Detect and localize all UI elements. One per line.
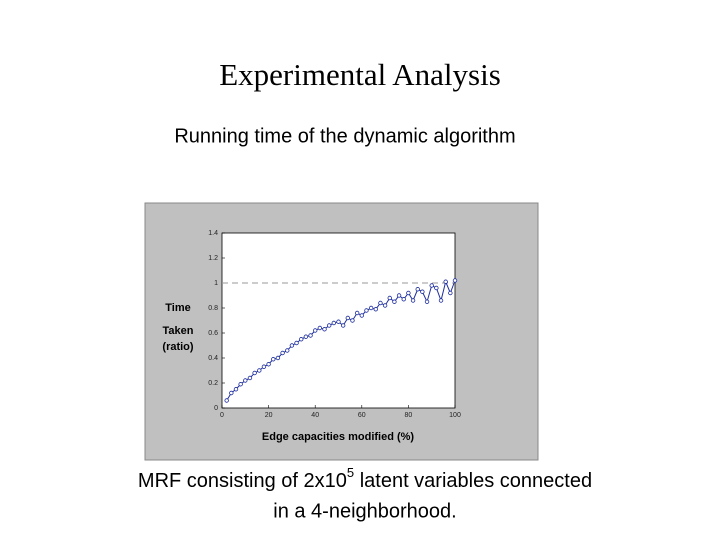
data-point	[271, 357, 276, 362]
data-point	[229, 390, 234, 396]
data-point	[266, 362, 271, 367]
y-label: (ratio)	[162, 341, 194, 353]
data-point	[438, 298, 444, 303]
data-point	[401, 297, 406, 302]
data-point	[322, 327, 327, 332]
caption-text: latent variables connected	[354, 470, 592, 492]
data-point	[233, 387, 239, 392]
data-point	[382, 303, 388, 308]
data-point	[364, 308, 369, 313]
data-point	[406, 290, 411, 296]
data-point	[420, 289, 425, 294]
y-tick-label: 0.6	[208, 330, 218, 337]
caption-sup: 5	[347, 465, 354, 480]
data-point	[303, 334, 309, 339]
data-point	[257, 368, 262, 373]
data-point	[368, 305, 374, 311]
x-label: Edge capacities modified (%)	[262, 431, 415, 443]
data-point	[261, 364, 267, 369]
y-tick-label: 0	[214, 405, 218, 412]
data-point	[299, 337, 304, 342]
data-point	[354, 310, 360, 316]
x-tick-label: 20	[265, 412, 273, 419]
data-point	[424, 299, 430, 304]
data-point	[331, 320, 337, 326]
data-point	[373, 307, 378, 312]
data-point	[378, 300, 383, 306]
caption: MRF consisting of 2x105 latent variables…	[138, 465, 592, 492]
data-point	[313, 328, 318, 333]
data-point	[387, 295, 392, 301]
data-point	[415, 287, 420, 292]
y-tick-label: 1.2	[208, 255, 218, 262]
data-point	[289, 343, 295, 348]
data-point	[340, 323, 346, 328]
caption: in a 4-neighborhood.	[273, 500, 456, 522]
data-point	[434, 285, 439, 291]
y-tick-label: 0.8	[208, 305, 218, 312]
data-point	[238, 382, 243, 387]
subtitle: Running time of the dynamic algorithm	[174, 125, 515, 147]
caption-text: MRF consisting of 2x10	[138, 470, 347, 492]
x-tick-label: 80	[405, 412, 413, 419]
data-point	[285, 348, 290, 353]
data-point	[243, 378, 248, 383]
y-label: Time	[165, 302, 190, 314]
data-point	[396, 293, 402, 298]
data-point	[252, 370, 257, 376]
slide-title: Experimental Analysis	[219, 57, 501, 92]
x-tick-label: 100	[449, 412, 461, 419]
y-tick-label: 1.4	[208, 230, 218, 237]
data-point	[359, 313, 364, 318]
y-label: Taken	[163, 325, 194, 337]
data-point	[448, 290, 453, 296]
data-point	[392, 299, 397, 304]
y-tick-label: 0.4	[208, 355, 218, 362]
data-point	[345, 315, 351, 321]
data-point	[280, 350, 285, 356]
y-tick-label: 0.2	[208, 380, 218, 387]
x-tick-label: 60	[358, 412, 366, 419]
data-point	[326, 323, 332, 328]
data-point	[317, 325, 323, 331]
data-point	[410, 298, 416, 303]
data-point	[350, 318, 355, 323]
data-point	[224, 398, 229, 403]
x-tick-label: 40	[311, 412, 319, 419]
data-point	[336, 319, 341, 324]
data-point	[275, 355, 281, 361]
data-point	[443, 279, 448, 284]
x-tick-label: 0	[220, 412, 224, 419]
data-point	[452, 278, 458, 283]
data-point	[429, 283, 434, 288]
data-point	[247, 375, 253, 381]
data-point	[294, 340, 299, 346]
y-tick-label: 1	[214, 280, 218, 287]
data-point	[308, 333, 313, 338]
